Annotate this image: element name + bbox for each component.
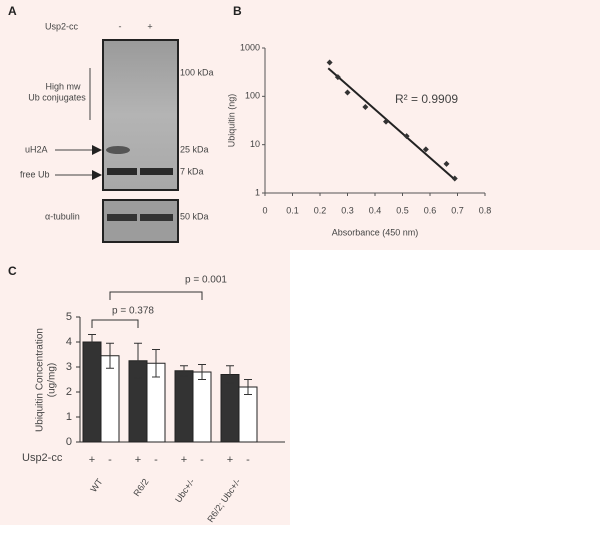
band [107,168,137,175]
error-bar [88,334,96,350]
annotation: R² = 0.9909 [395,92,458,106]
y-tick-label: 0 [66,436,72,448]
y-axis-label: (ug/mg) [47,363,58,397]
annotation: p = 0.001 [185,275,227,286]
point [383,118,389,125]
treatment-sign: - [246,454,250,466]
point [334,74,341,81]
y-tick-label: 4 [66,336,72,348]
bar [238,386,258,443]
lane-label: - [119,21,122,31]
point [451,175,458,182]
x-tick-label: 0.5 [396,205,409,215]
arrow-label: uH2A [25,144,48,154]
x-tick-label: 0.4 [369,205,382,215]
treatment-sign: + [89,454,95,466]
error-bar [134,342,142,379]
x-tick-label: 0.7 [451,205,464,215]
blot [102,39,179,191]
annotation: p = 0.378 [112,306,154,317]
y-tick-label: 5 [66,311,72,323]
y-axis-label: Ubiquitin Concentration [35,328,46,432]
point [362,104,369,111]
y-tick-label: 3 [66,361,72,373]
y-tick-label: 1000 [240,42,260,52]
bar [82,341,102,443]
treatment-sign: - [200,454,204,466]
band [140,168,173,175]
panel-label: C [8,264,17,278]
marker-label: 25 kDa [180,144,209,154]
bar [192,371,212,443]
band [107,214,137,221]
background [0,0,600,250]
x-tick-label: 0.8 [479,205,492,215]
bar [174,370,194,443]
bar [220,374,240,443]
error-bar [226,365,234,384]
x-tick-label: 0.3 [341,205,354,215]
bracket [109,291,203,300]
loading-label: α-tubulin [45,211,80,221]
y-tick-label: 10 [250,139,260,149]
x-tick-label: 0 [262,205,267,215]
arrow-head [92,170,102,180]
treatment-sign: - [108,454,112,466]
treatment-sign: + [227,454,233,466]
point [326,59,333,66]
treatment-sign: + [135,454,141,466]
error-bar [180,365,188,377]
error-bar [244,379,252,395]
band [140,214,173,221]
error-bar [198,364,206,380]
treatment-label: Usp2-cc [45,21,79,31]
bracket-label: Ub conjugates [28,92,86,102]
arrow-label: free Ub [20,169,50,179]
panel-label: B [233,4,242,18]
point [403,133,410,140]
x-tick-label: 0.1 [286,205,299,215]
x-tick-label: 0.2 [314,205,327,215]
y-tick-label: 2 [66,386,72,398]
treatment-sign: - [154,454,158,466]
y-axis-label: Ubiquitin (ng) [226,94,236,148]
point [344,89,351,96]
arrow-head [92,145,102,155]
fit-line [327,67,456,181]
bracket-label: High mw [45,81,81,91]
lane-label: + [147,21,152,31]
panel-label: A [8,4,17,18]
y-tick-label: 1 [255,187,260,197]
marker-label: 100 kDa [180,67,214,77]
marker-label: 50 kDa [180,211,209,221]
y-tick-label: 1 [66,411,72,423]
error-bar [152,349,160,378]
point [443,160,450,167]
marker-label: 7 kDa [180,166,204,176]
band [106,146,130,154]
y-tick-label: 100 [245,91,260,101]
x-axis-label: Absorbance (450 nm) [332,227,419,237]
row-label: Usp2-cc [22,452,63,464]
bracket [91,319,139,328]
point [422,146,429,153]
treatment-sign: + [181,454,187,466]
x-tick-label: 0.6 [424,205,437,215]
error-bar [106,342,114,369]
